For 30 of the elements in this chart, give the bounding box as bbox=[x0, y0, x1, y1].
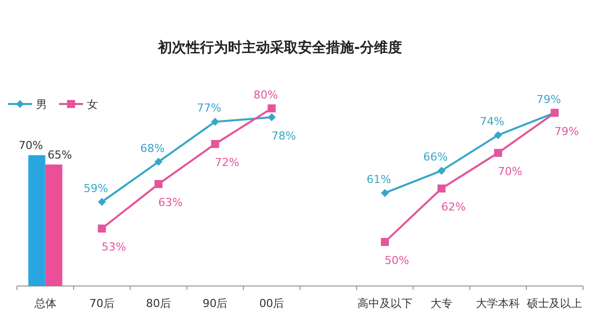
legend-label: 女 bbox=[87, 98, 98, 111]
data-label: 62% bbox=[441, 200, 466, 214]
data-label: 65% bbox=[48, 148, 72, 162]
data-label: 77% bbox=[196, 102, 222, 115]
data-label: 63% bbox=[158, 196, 183, 210]
data-label: 74% bbox=[480, 115, 504, 128]
data-label: 53% bbox=[102, 240, 126, 254]
data-label: 79% bbox=[536, 92, 561, 106]
x-tick-label: 大专 bbox=[430, 297, 452, 310]
x-tick-label: 70后 bbox=[89, 297, 114, 310]
data-label: 70% bbox=[498, 164, 522, 178]
x-tick-label: 总体 bbox=[33, 297, 56, 310]
data-label: 79% bbox=[554, 124, 579, 138]
data-label: 66% bbox=[423, 150, 448, 164]
data-label: 59% bbox=[84, 182, 108, 195]
data-label: 78% bbox=[271, 129, 296, 142]
x-tick-label: 高中及以下 bbox=[357, 297, 412, 310]
x-tick-label: 90后 bbox=[202, 297, 228, 310]
data-label: 80% bbox=[253, 88, 278, 102]
data-label: 68% bbox=[140, 142, 165, 155]
x-tick-label: 大学本科 bbox=[476, 297, 520, 310]
legend-label: 男 bbox=[36, 98, 47, 111]
x-tick-label: 00后 bbox=[259, 297, 284, 310]
data-label: 72% bbox=[214, 156, 240, 169]
x-tick-label: 80后 bbox=[146, 297, 171, 310]
data-label: 50% bbox=[384, 254, 410, 267]
x-tick-label: 硕士及以上 bbox=[526, 297, 582, 310]
chart-title: 初次性行为时主动采取安全措施-分维度 bbox=[157, 39, 402, 56]
data-label: 70% bbox=[18, 139, 44, 152]
data-label: 61% bbox=[366, 172, 392, 186]
